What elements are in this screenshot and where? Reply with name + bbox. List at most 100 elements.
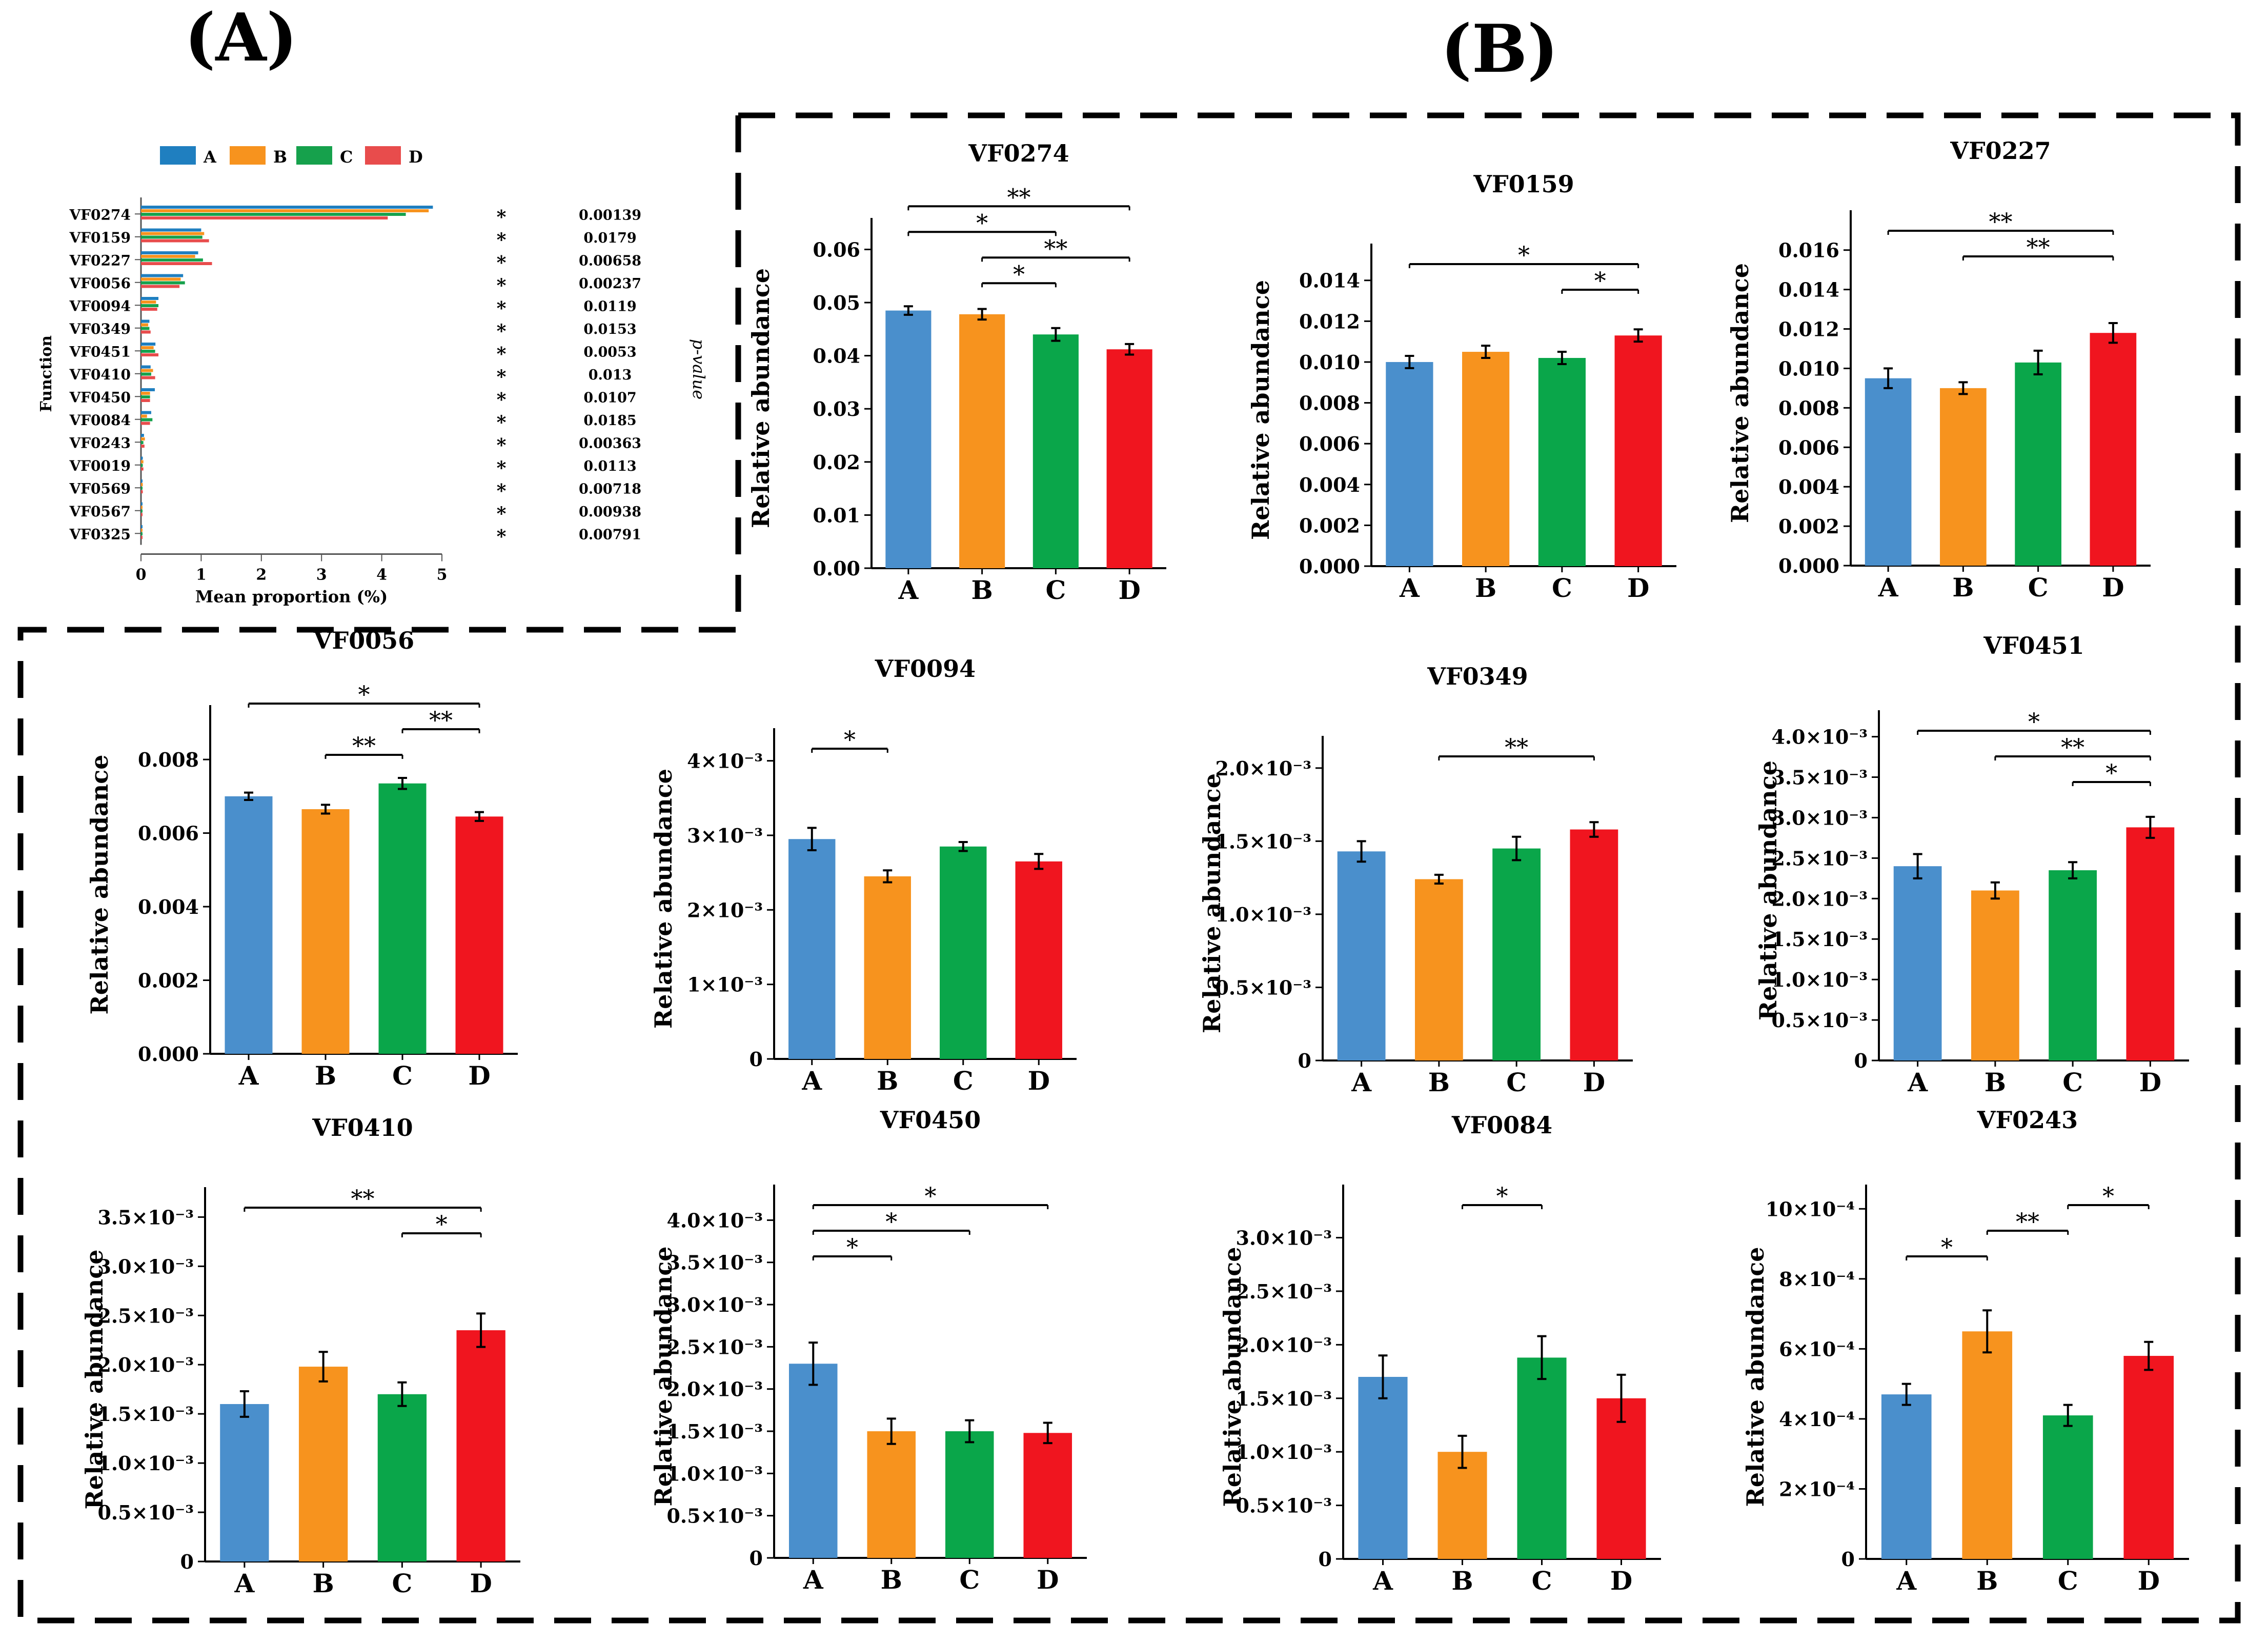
ytick-label: 10×10⁻⁴ bbox=[1766, 1197, 1855, 1220]
ytick-label: 3.0×10⁻³ bbox=[1771, 806, 1868, 829]
bar-a bbox=[225, 796, 273, 1054]
significance-label: * bbox=[2028, 708, 2040, 735]
chart-vf0227: VF0227 0.000 0.002 0.004 0.006 0.008 0.010 0.01… bbox=[1726, 137, 2151, 603]
ytick-label: 0.016 bbox=[1778, 239, 1839, 262]
panel-a-bar-b bbox=[141, 414, 147, 418]
significance-label: * bbox=[436, 1210, 448, 1238]
panel-a-significance: * bbox=[497, 275, 507, 296]
panel-a-bar-c bbox=[141, 281, 185, 285]
xtick-label: C bbox=[392, 1060, 413, 1091]
panel-a-p-value: 0.0185 bbox=[583, 413, 636, 429]
ytick-label: 1.5×10⁻³ bbox=[666, 1420, 763, 1443]
bar-c bbox=[945, 1431, 994, 1558]
y-axis-title: Relative abundance bbox=[1754, 760, 1782, 1020]
panel-a-p-value: 0.00658 bbox=[579, 253, 641, 269]
panel-label-a: (A) bbox=[185, 0, 297, 76]
significance-label: * bbox=[1496, 1182, 1508, 1210]
panel-a-bar-a bbox=[141, 388, 155, 391]
panel-a-bar-c bbox=[141, 304, 159, 307]
panel-a-bar-d bbox=[141, 536, 143, 539]
panel-a-category-label: VF0084 bbox=[69, 412, 131, 429]
xtick-label: C bbox=[2028, 572, 2049, 603]
ytick-label: 0.002 bbox=[1299, 514, 1360, 537]
ytick-label: 2.0×10⁻³ bbox=[97, 1353, 194, 1376]
bar-c bbox=[1538, 358, 1586, 566]
chart-vf0243: VF0243 0 2×10⁻⁴ 4×10⁻⁴ 6×10⁻⁴ 8×10⁻⁴ 10×10⁻⁴ A B… bbox=[1741, 1106, 2189, 1596]
chart-vf0159: VF0159 0.000 0.002 0.004 0.006 0.008 0.010 0.01… bbox=[1247, 170, 1676, 603]
panel-a-p-value: 0.0053 bbox=[583, 344, 636, 360]
bar-c bbox=[1032, 334, 1079, 568]
bar-b bbox=[298, 1367, 348, 1561]
ytick-label: 0.04 bbox=[813, 345, 860, 368]
ytick-label: 0.000 bbox=[1778, 554, 1839, 577]
bar-a bbox=[1881, 1394, 1932, 1559]
ytick-label: 2.0×10⁻³ bbox=[1771, 887, 1868, 910]
y-axis-title: Relative abundance bbox=[650, 769, 677, 1029]
significance-label: ** bbox=[2016, 1208, 2039, 1235]
panel-a-significance: * bbox=[497, 229, 507, 251]
panel-a-p-value: 0.0119 bbox=[583, 298, 636, 314]
ytick-label: 0.002 bbox=[1778, 515, 1839, 538]
panel-a-bar-b bbox=[141, 369, 153, 372]
xtick-label: A bbox=[1878, 572, 1899, 603]
panel-a-bar-b bbox=[141, 232, 205, 235]
xtick-label: C bbox=[1045, 575, 1066, 605]
panel-a-category-label: VF0410 bbox=[69, 366, 131, 383]
ytick-label: 0.006 bbox=[1299, 432, 1360, 455]
xtick-label: B bbox=[881, 1565, 902, 1595]
xtick-label: A bbox=[1907, 1067, 1928, 1097]
panel-a-xtick-label: 5 bbox=[437, 566, 448, 584]
xtick-label: B bbox=[312, 1568, 334, 1598]
ytick-label: 0 bbox=[1854, 1049, 1868, 1072]
xtick-label: A bbox=[898, 575, 919, 605]
ytick-label: 0.002 bbox=[138, 969, 199, 992]
panel-a-bar-b bbox=[141, 301, 156, 304]
panel-divider-dashed bbox=[17, 112, 2241, 1624]
ytick-label: 0 bbox=[750, 1547, 763, 1570]
xtick-label: A bbox=[803, 1565, 824, 1595]
panel-a-bar-a bbox=[141, 228, 201, 232]
y-axis-title: Relative abundance bbox=[86, 754, 113, 1014]
bar-c bbox=[1492, 848, 1541, 1060]
panel-a-bar-c bbox=[141, 532, 143, 535]
panel-a-bar-d bbox=[141, 262, 212, 265]
panel-a-bar-c bbox=[141, 509, 143, 513]
ytick-label: 3.0×10⁻³ bbox=[97, 1255, 194, 1278]
bar-c bbox=[377, 1394, 427, 1561]
panel-a-bar-d bbox=[141, 422, 150, 425]
ytick-label: 3.5×10⁻³ bbox=[1771, 766, 1868, 789]
significance-label: ** bbox=[351, 1185, 375, 1212]
significance-label: * bbox=[925, 1182, 937, 1210]
panel-a-bar-b bbox=[141, 437, 145, 440]
xtick-label: D bbox=[2138, 1566, 2160, 1596]
ytick-label: 0.010 bbox=[1778, 357, 1839, 380]
significance-label: * bbox=[1594, 267, 1606, 294]
xtick-label: D bbox=[1627, 573, 1649, 603]
significance-label: * bbox=[1941, 1233, 1953, 1261]
bar-d bbox=[1106, 349, 1152, 568]
legend-label-c: C bbox=[340, 147, 353, 167]
ytick-label: 0.06 bbox=[813, 238, 860, 261]
ytick-label: 2.5×10⁻³ bbox=[1771, 847, 1868, 870]
xtick-label: D bbox=[1028, 1066, 1050, 1096]
panel-a-bar-d bbox=[141, 490, 143, 493]
panel-a-p-value-axis-title: p-value bbox=[689, 339, 708, 399]
ytick-label: 0.000 bbox=[1299, 555, 1360, 578]
panel-a-bar-a bbox=[141, 319, 150, 323]
ytick-label: 0 bbox=[1319, 1548, 1332, 1571]
bar-a bbox=[1337, 851, 1386, 1060]
xtick-label: A bbox=[238, 1060, 259, 1091]
significance-label: ** bbox=[352, 732, 376, 759]
ytick-label: 0.014 bbox=[1778, 278, 1839, 302]
panel-a-bar-a bbox=[141, 434, 144, 437]
panel-a-p-value: 0.0179 bbox=[583, 230, 636, 246]
panel-a-category-label: VF0056 bbox=[69, 275, 131, 292]
xtick-label: B bbox=[1451, 1566, 1473, 1596]
xtick-label: C bbox=[2062, 1067, 2083, 1097]
xtick-label: D bbox=[2139, 1067, 2161, 1097]
panel-a-significance: * bbox=[497, 503, 507, 525]
xtick-label: B bbox=[1976, 1566, 1998, 1596]
panel-a-significance: * bbox=[497, 389, 507, 410]
ytick-label: 0.00 bbox=[813, 557, 860, 580]
